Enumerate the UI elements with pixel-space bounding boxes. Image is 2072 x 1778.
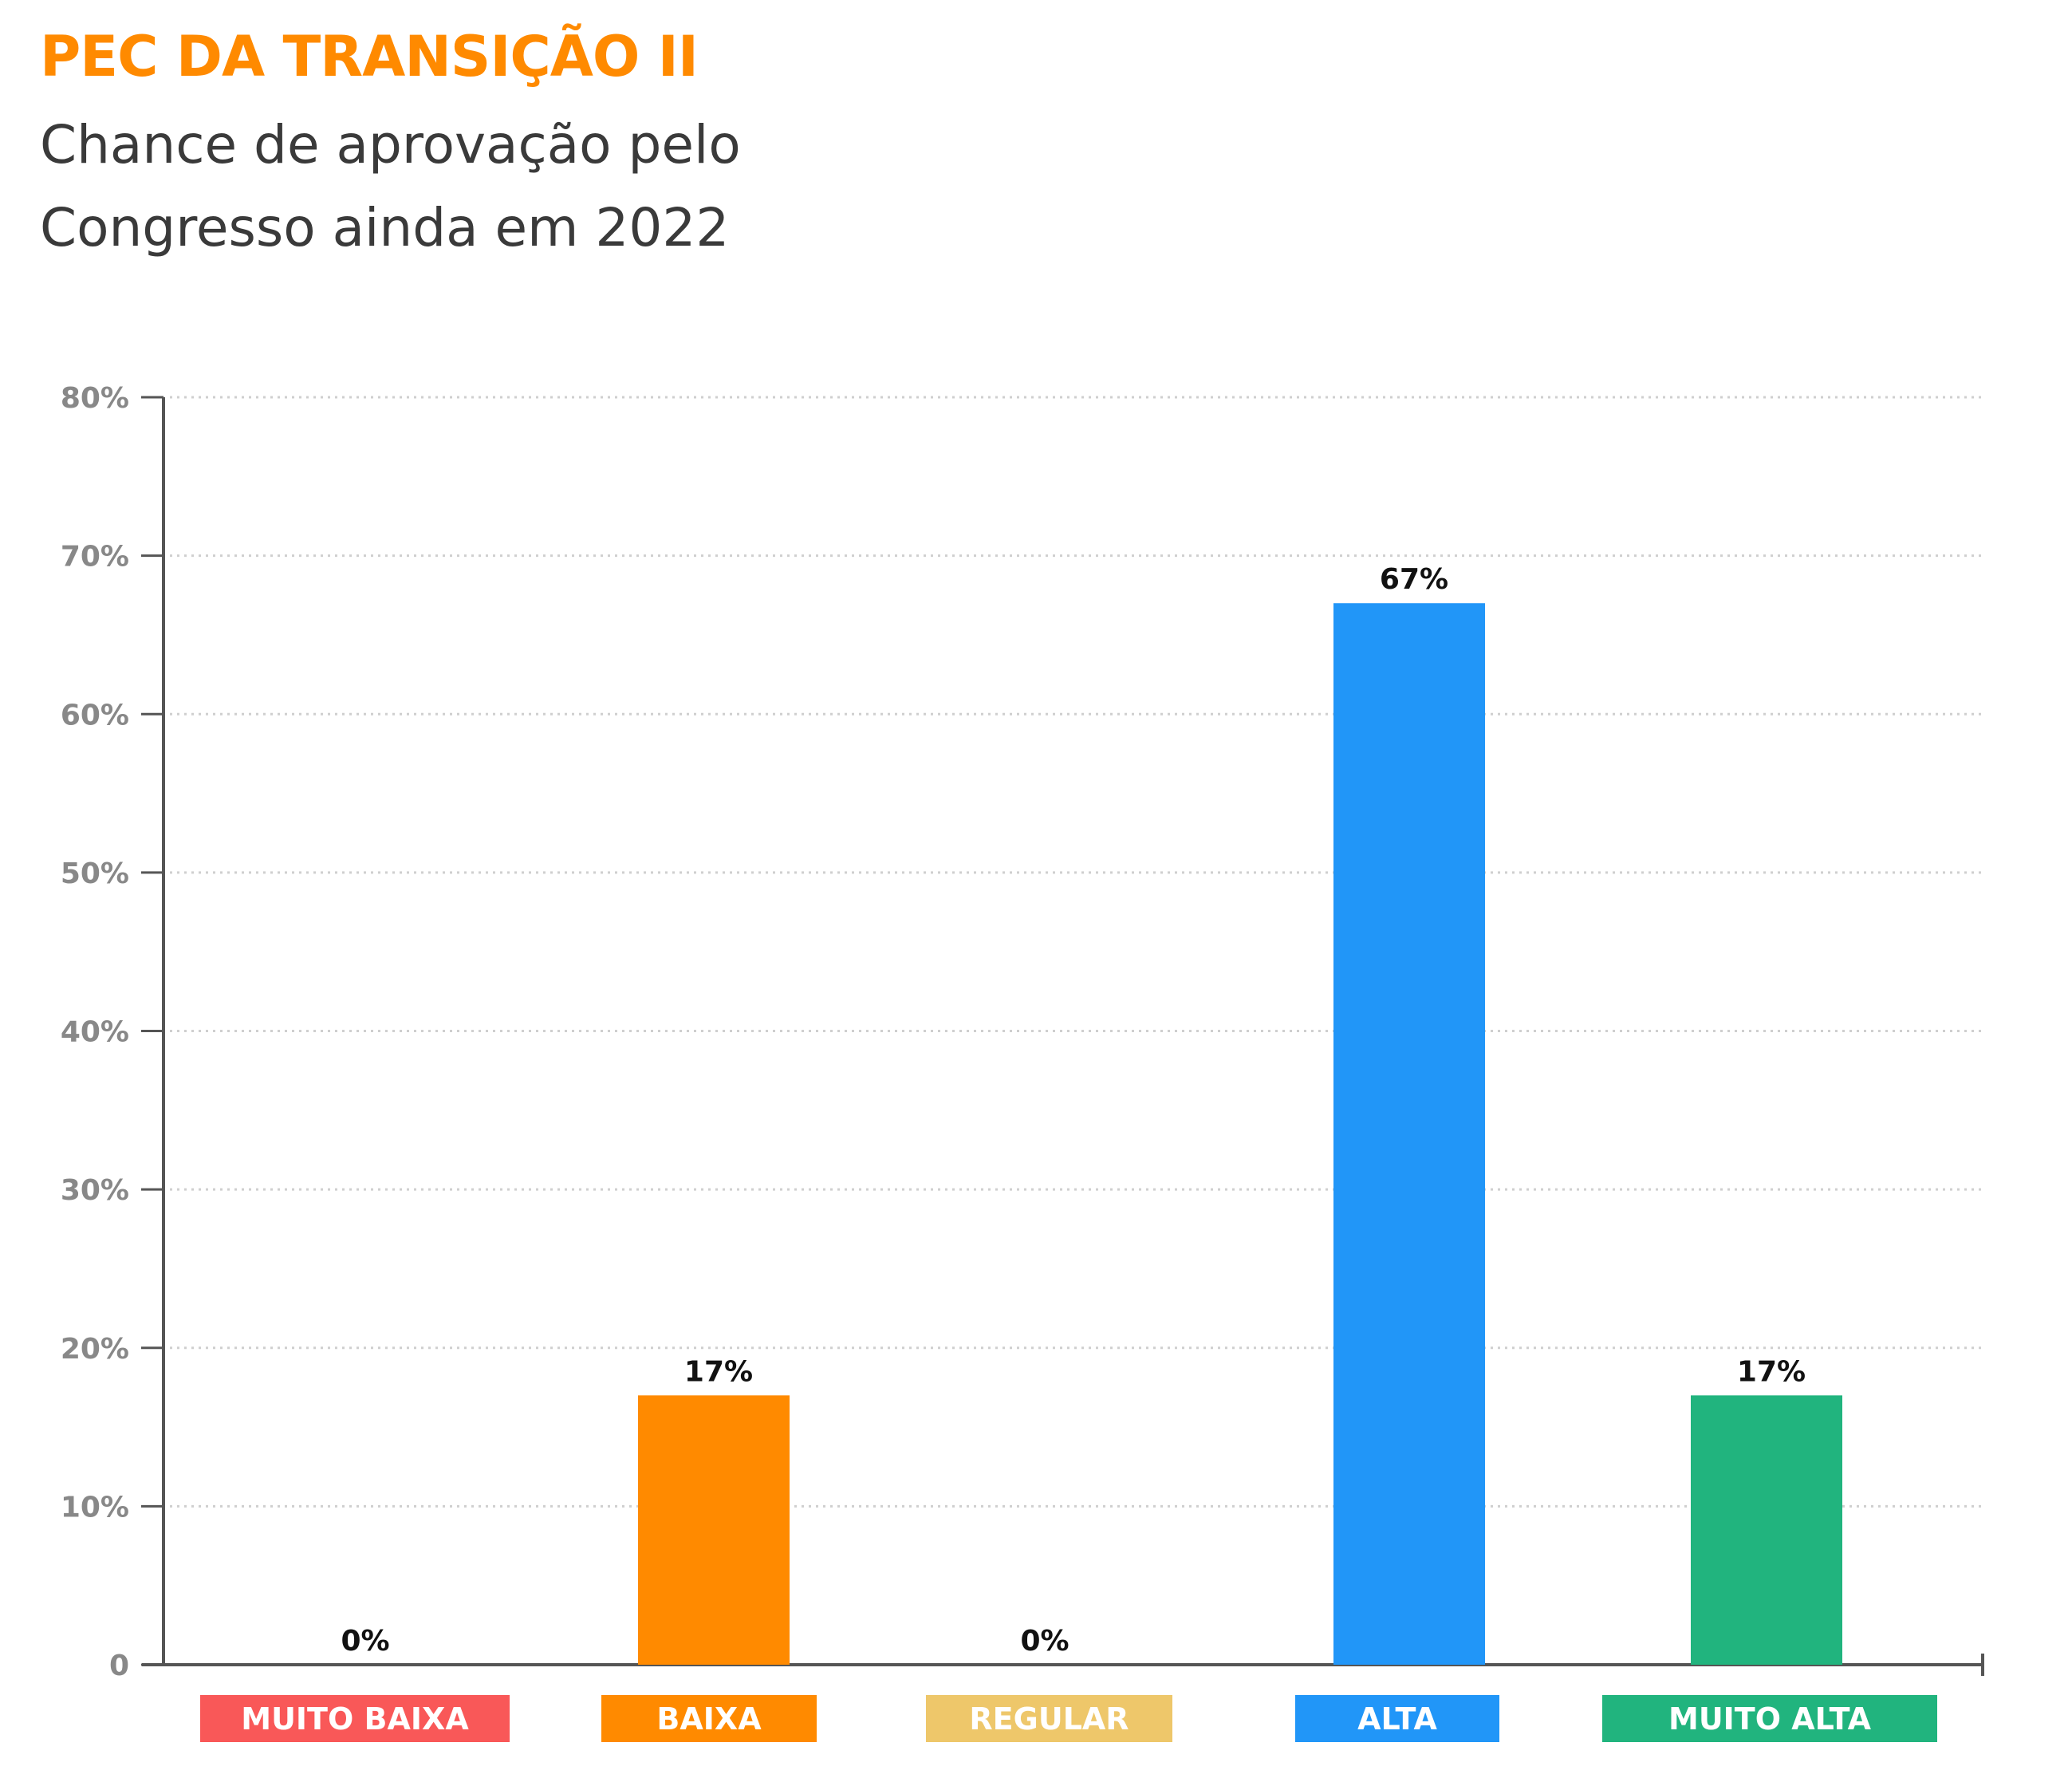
category-badge — [200, 1695, 510, 1742]
category-badge — [1295, 1695, 1499, 1742]
category-badge — [926, 1695, 1172, 1742]
y-tick-label: 50% — [61, 857, 129, 890]
y-tick-label: 10% — [61, 1491, 129, 1524]
y-tick-label: 70% — [61, 541, 129, 574]
value-label: 0% — [341, 1625, 389, 1658]
bar-baixa — [638, 1395, 790, 1665]
chart-title: PEC DA TRANSIÇÃO II — [40, 24, 699, 89]
y-tick-label: 30% — [61, 1174, 129, 1207]
category-badge — [1602, 1695, 1937, 1742]
bar-alta — [1333, 603, 1485, 1665]
y-tick-label: 0 — [109, 1650, 129, 1682]
bar-muito-alta — [1691, 1395, 1842, 1665]
value-label: 67% — [1380, 563, 1448, 596]
category-label: ALTA — [1357, 1701, 1437, 1737]
category-label: MUITO BAIXA — [241, 1701, 469, 1737]
value-label: 17% — [684, 1355, 753, 1388]
category-label: REGULAR — [969, 1701, 1129, 1737]
category-badge — [601, 1695, 817, 1742]
chart-subtitle: Chance de aprovação pelo Congresso ainda… — [40, 114, 741, 258]
y-tick-label: 80% — [61, 382, 129, 415]
y-tick-label: 60% — [61, 699, 129, 731]
category-label: MUITO ALTA — [1668, 1701, 1872, 1737]
y-tick-label: 40% — [61, 1016, 129, 1049]
value-label: 0% — [1020, 1625, 1069, 1658]
category-label: BAIXA — [656, 1701, 762, 1737]
y-tick-label: 20% — [61, 1333, 129, 1366]
value-label: 17% — [1737, 1355, 1806, 1388]
